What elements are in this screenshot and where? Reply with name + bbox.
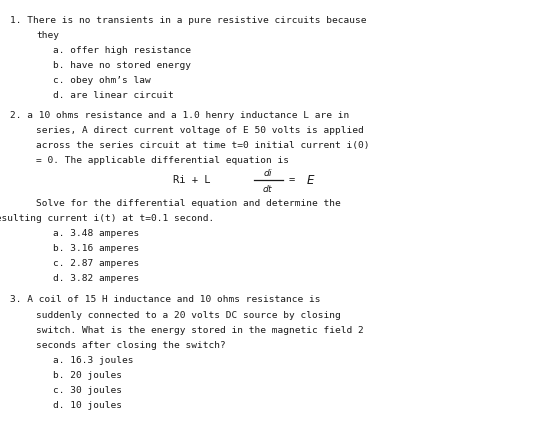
Text: a. 3.48 amperes: a. 3.48 amperes [53,229,140,238]
Text: across the series circuit at time t=0 initial current i(0): across the series circuit at time t=0 in… [36,141,370,150]
Text: 1. There is no transients in a pure resistive circuits because: 1. There is no transients in a pure resi… [10,16,367,24]
Text: switch. What is the energy stored in the magnetic field 2: switch. What is the energy stored in the… [36,326,364,335]
Text: = 0. The applicable differential equation is: = 0. The applicable differential equatio… [36,156,289,165]
Text: a. offer high resistance: a. offer high resistance [53,46,191,55]
Text: b. 3.16 amperes: b. 3.16 amperes [53,244,140,253]
Text: b. 20 joules: b. 20 joules [53,371,122,380]
Text: Solve for the differential equation and determine the: Solve for the differential equation and … [36,198,341,208]
Text: series, A direct current voltage of E 50 volts is applied: series, A direct current voltage of E 50… [36,126,364,135]
Text: c. 30 joules: c. 30 joules [53,386,122,395]
Text: resulting current i(t) at t=0.1 second.: resulting current i(t) at t=0.1 second. [0,214,214,223]
Text: =: = [289,175,295,186]
Text: b. have no stored energy: b. have no stored energy [53,61,191,70]
Text: 2. a 10 ohms resistance and a 1.0 henry inductance L are in: 2. a 10 ohms resistance and a 1.0 henry … [10,111,349,120]
Text: d. 3.82 amperes: d. 3.82 amperes [53,274,140,283]
Text: d. 10 joules: d. 10 joules [53,401,122,410]
Text: suddenly connected to a 20 volts DC source by closing: suddenly connected to a 20 volts DC sour… [36,311,341,320]
Text: d. are linear circuit: d. are linear circuit [53,91,174,100]
Text: c. obey ohm’s law: c. obey ohm’s law [53,76,151,85]
Text: a. 16.3 joules: a. 16.3 joules [53,356,133,365]
Text: they: they [36,31,59,40]
Text: $\mathbf{\it{E}}$: $\mathbf{\it{E}}$ [306,174,315,187]
Text: $dt$: $dt$ [262,183,273,194]
Text: $di$: $di$ [263,166,273,178]
Text: seconds after closing the switch?: seconds after closing the switch? [36,341,226,350]
Text: c. 2.87 amperes: c. 2.87 amperes [53,259,140,268]
Text: Ri + L: Ri + L [173,175,210,186]
Text: 3. A coil of 15 H inductance and 10 ohms resistance is: 3. A coil of 15 H inductance and 10 ohms… [10,295,320,304]
